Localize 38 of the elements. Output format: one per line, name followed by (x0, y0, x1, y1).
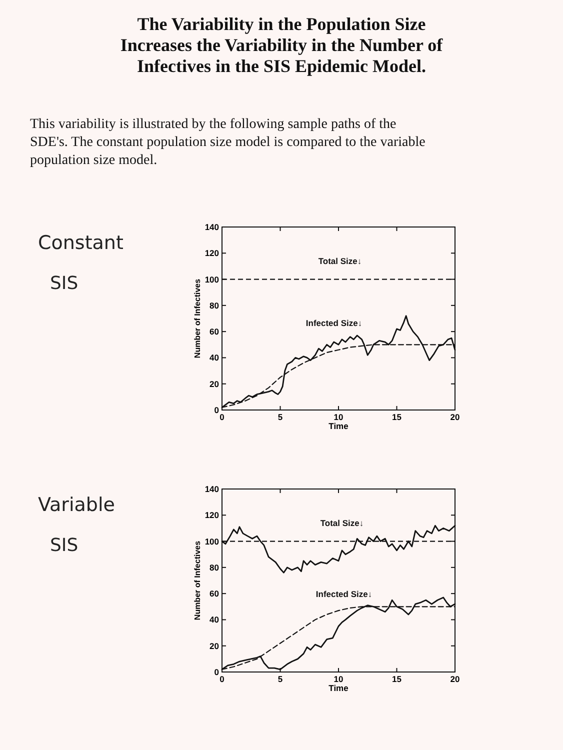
chart-subtitle: This variability is illustrated by the following sample paths of the SDE's. The constant population size model is compared to the variable population size model. (30, 117, 426, 168)
y-tick-label: 20 (210, 640, 220, 651)
text: SIS (50, 535, 78, 556)
y-tick-label: 140 (204, 484, 220, 494)
y-tick-label: 40 (210, 614, 220, 625)
x-tick-label: 10 (334, 412, 344, 422)
x-axis-title: Time (328, 421, 349, 431)
text: SIS (50, 273, 78, 294)
y-tick-label: 20 (210, 378, 220, 389)
x-tick-label: 20 (450, 412, 460, 422)
y-tick-label: 100 (204, 274, 220, 284)
y-axis-title: Number of Infectives (193, 278, 202, 358)
annotation: Total Size↓ (320, 518, 364, 528)
text: Constant (38, 232, 124, 254)
y-tick-label: 60 (210, 588, 220, 599)
y-tick-label: 80 (210, 300, 220, 310)
annotation: Infected Size↓ (306, 318, 362, 328)
annotation: Total Size↓ (318, 256, 362, 266)
x-tick-label: 15 (392, 412, 402, 422)
annotation: Infected Size↓ (316, 589, 372, 599)
y-tick-label: 0 (214, 667, 220, 677)
y-axis-title: Number of Infectives (193, 540, 202, 620)
x-tick-label: 10 (334, 674, 344, 684)
y-tick-label: 0 (214, 405, 220, 415)
x-tick-label: 20 (450, 674, 460, 684)
x-tick-label: 15 (392, 674, 402, 684)
chart-title: The Variability in the Population Size Increases the Variability in the Number of Infectives in the SIS Epidemic Model. (120, 14, 444, 76)
y-tick-label: 140 (204, 222, 220, 232)
x-tick-label: 5 (278, 674, 283, 684)
y-tick-label: 60 (210, 326, 220, 337)
y-tick-label: 80 (210, 562, 220, 572)
y-tick-label: 120 (204, 248, 220, 258)
text: Variable (38, 494, 115, 516)
y-tick-label: 40 (210, 352, 220, 363)
y-tick-label: 100 (204, 536, 220, 546)
x-tick-label: 5 (278, 412, 283, 422)
y-tick-label: 120 (204, 510, 220, 520)
x-axis-title: Time (328, 683, 349, 693)
